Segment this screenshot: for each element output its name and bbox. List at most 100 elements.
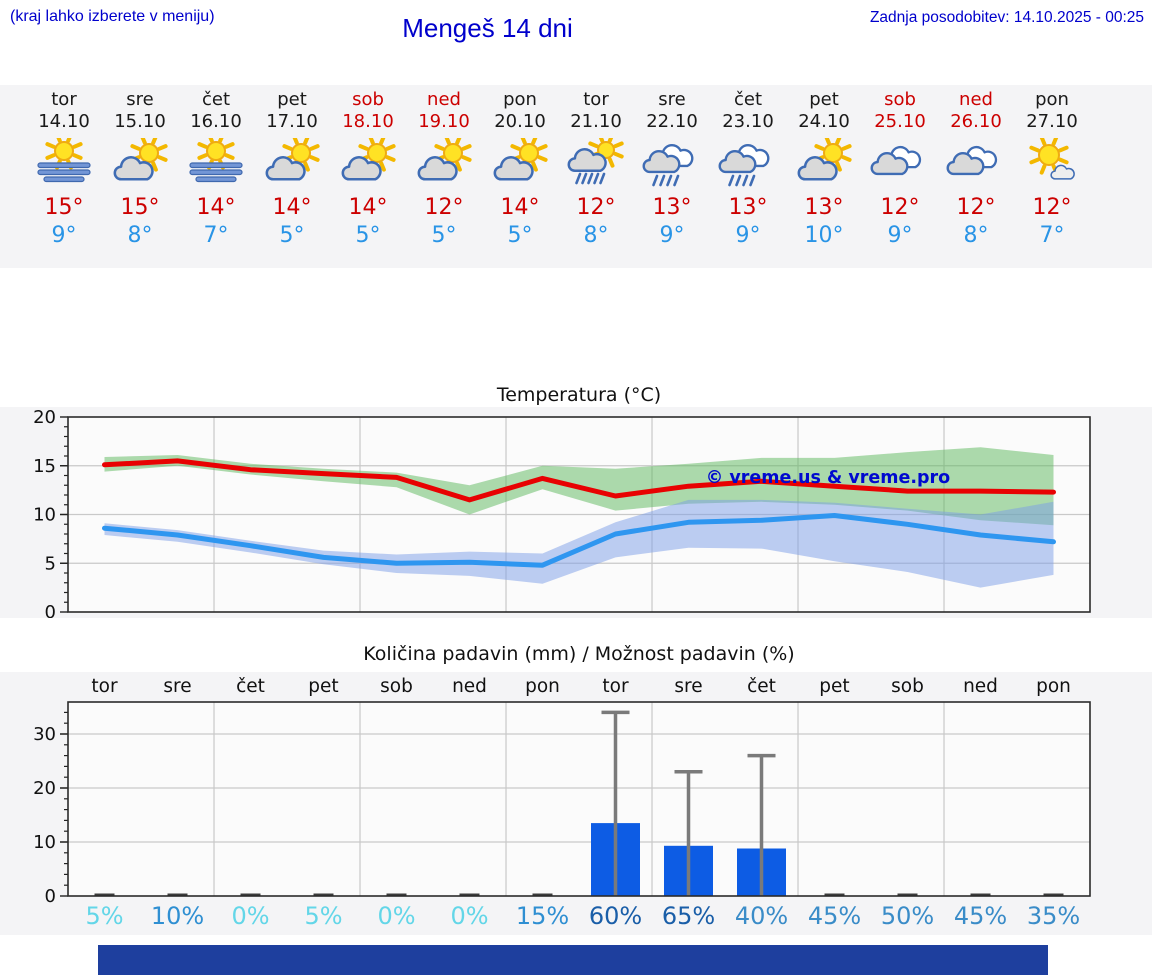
weather-icon [558, 132, 634, 190]
day-name: tor [51, 89, 77, 110]
weather-icon [938, 138, 1014, 190]
precip-day-label: pet [819, 676, 849, 697]
low-temp: 7° [1039, 223, 1065, 248]
precip-day-label: ned [963, 676, 998, 697]
clouds-icon [870, 145, 922, 176]
forecast-day-column: pet 24.10 13° 10° [786, 85, 862, 268]
forecast-day-column: pet 17.10 14° 5° [254, 85, 330, 268]
precip-probability: 0% [231, 902, 269, 930]
precip-zero-mark [240, 893, 261, 896]
low-temp: 8° [583, 223, 609, 248]
forecast-day-column: čet 23.10 13° 9° [710, 85, 786, 268]
precip-zero-mark [1043, 893, 1064, 896]
forecast-day-column: sob 18.10 14° 5° [330, 85, 406, 268]
sun-small-cloud-icon [1029, 135, 1075, 180]
temp-ytick-label: 5 [45, 553, 56, 574]
weather-icon [1014, 135, 1090, 190]
precip-probability: 0% [450, 902, 488, 930]
precip-probability: 50% [881, 902, 934, 930]
day-name: sob [884, 89, 916, 110]
precip-ytick-label: 0 [45, 886, 56, 907]
precip-ytick-label: 30 [33, 724, 56, 745]
high-temp: 14° [348, 195, 388, 220]
day-name: pet [277, 89, 307, 110]
precip-zero-mark [459, 893, 480, 896]
low-temp: 10° [804, 223, 844, 248]
day-name: sre [126, 89, 154, 110]
day-date: 19.10 [418, 111, 470, 132]
high-temp: 12° [956, 195, 996, 220]
day-name: pet [809, 89, 839, 110]
precip-day-label: pet [308, 676, 338, 697]
low-temp: 5° [431, 223, 457, 248]
min_temp-line [102, 513, 1056, 568]
sun-cloud-icon [341, 134, 396, 181]
low-temp: 5° [279, 223, 305, 248]
precip-ytick-label: 10 [33, 832, 56, 853]
watermark-link[interactable]: © vreme.us & vreme.pro [706, 468, 950, 488]
weather-icon [102, 134, 178, 190]
precip-zero-mark [386, 893, 407, 896]
precip-day-label: čet [236, 676, 265, 697]
precip-probability: 5% [304, 902, 342, 930]
forecast-day-column: sre 15.10 15° 8° [102, 85, 178, 268]
weather-icon [634, 138, 710, 190]
precip-day-label: sob [891, 676, 924, 697]
day-name: čet [733, 89, 763, 110]
precip-day-label: tor [602, 676, 629, 697]
forecast-day-column: čet 16.10 14° 7° [178, 85, 254, 268]
low-temp: 5° [355, 223, 381, 248]
precip-probability: 45% [954, 902, 1007, 930]
high-temp: 14° [272, 195, 312, 220]
day-name: tor [583, 89, 609, 110]
precip-zero-mark [94, 893, 115, 896]
precip-day-label: sob [380, 676, 413, 697]
temperature-chart: 0 5 10 15 20 © vreme.us & vreme.pro [33, 407, 1091, 618]
precipitation-chart-title: Količina padavin (mm) / Možnost padavin … [363, 643, 795, 665]
precip-probability: 35% [1027, 902, 1080, 930]
weather-icon [330, 134, 406, 190]
precip-day-label: tor [91, 676, 118, 697]
low-temp: 5° [507, 223, 533, 248]
precip-zero-mark [532, 893, 553, 896]
weather-icon [482, 134, 558, 190]
day-name: pon [1035, 89, 1069, 110]
high-temp: 15° [44, 195, 84, 220]
min_temp_range-band [104, 499, 1054, 588]
precip-zero-mark [897, 893, 918, 896]
temp-ytick-label: 20 [33, 407, 56, 428]
page-title: Mengeš 14 dni [402, 13, 573, 43]
precip-zero-mark [970, 893, 991, 896]
precip-probability: 45% [808, 902, 861, 930]
forecast-day-column: ned 26.10 12° 8° [938, 85, 1014, 268]
precip-probability: 0% [377, 902, 415, 930]
day-date: 15.10 [114, 111, 166, 132]
day-date: 26.10 [950, 111, 1002, 132]
temperature-chart-panel: 0 5 10 15 20 © vreme.us & vreme.pro [0, 407, 1152, 618]
precip-day-label: ned [452, 676, 487, 697]
day-date: 27.10 [1026, 111, 1078, 132]
day-name: pon [503, 89, 537, 110]
low-temp: 9° [659, 223, 685, 248]
weather-icon [26, 132, 102, 190]
day-name: sre [658, 89, 686, 110]
high-temp: 15° [120, 195, 160, 220]
low-temp: 8° [963, 223, 989, 248]
day-date: 18.10 [342, 111, 394, 132]
precip-probability: 60% [589, 902, 642, 930]
precip-probability: 10% [151, 902, 204, 930]
high-temp: 13° [728, 195, 768, 220]
sun-cloud-icon [113, 134, 168, 181]
temperature-chart-title: Temperatura (°C) [496, 384, 662, 406]
last-update-text: Zadnja posodobitev: 14.10.2025 - 00:25 [869, 9, 1144, 26]
low-temp: 7° [203, 223, 229, 248]
precip-ytick-label: 20 [33, 778, 56, 799]
max_temp-line [102, 458, 1056, 503]
precip-probability: 5% [85, 902, 123, 930]
precip-probability: 15% [516, 902, 569, 930]
day-date: 22.10 [646, 111, 698, 132]
day-date: 20.10 [494, 111, 546, 132]
low-temp: 8° [127, 223, 153, 248]
forecast-day-column: tor 14.10 15° 9° [26, 85, 102, 268]
